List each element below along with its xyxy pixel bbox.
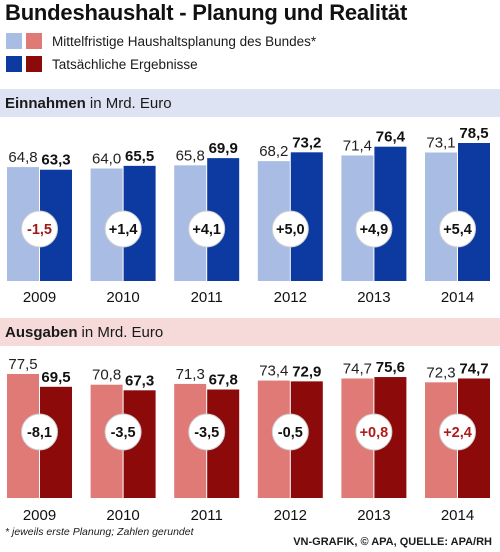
- difference-label-2012: -0,5: [278, 425, 303, 441]
- expense-heading-unit: in Mrd. Euro: [81, 323, 164, 341]
- value-label-plan-2011: 71,3: [176, 366, 205, 383]
- value-label-plan-2010: 70,8: [92, 367, 121, 384]
- difference-badge-2010: [104, 210, 142, 248]
- year-label-2014: 2014: [441, 507, 474, 524]
- difference-badge-2011: [188, 413, 226, 451]
- difference-label-2012: +5,0: [276, 222, 305, 238]
- difference-label-2013: +0,8: [360, 425, 389, 441]
- difference-label-2014: +2,4: [443, 425, 472, 441]
- difference-label-2010: +1,4: [109, 222, 138, 238]
- legend-swatch-actual-income: [6, 56, 22, 72]
- year-label-2012: 2012: [274, 289, 307, 306]
- difference-badge-2009: [21, 413, 58, 451]
- value-label-actual-2014: 78,5: [459, 125, 488, 142]
- expense-heading-bold: Ausgaben: [5, 323, 78, 341]
- value-label-actual-2012: 72,9: [292, 363, 321, 380]
- year-label-2010: 2010: [106, 507, 139, 524]
- year-label-2014: 2014: [441, 289, 474, 306]
- value-label-actual-2013: 76,4: [376, 129, 406, 146]
- year-label-2012: 2012: [274, 507, 307, 524]
- value-label-actual-2013: 75,6: [376, 359, 405, 376]
- legend-label-plan: Mittelfristige Haushaltsplanung des Bund…: [52, 33, 317, 49]
- year-label-2010: 2010: [106, 289, 139, 306]
- value-label-plan-2010: 64,0: [92, 150, 121, 167]
- value-label-actual-2014: 74,7: [459, 360, 488, 377]
- value-label-plan-2013: 74,7: [343, 360, 372, 377]
- legend-swatch-actual-expense: [26, 56, 42, 72]
- difference-badge-2014: [439, 413, 476, 451]
- expense-chart: 77,569,5 -8,1 2009 70,8 67,3 -3,5 2010 71,3 67,8…: [7, 356, 490, 524]
- difference-label-2011: -3,5: [194, 425, 219, 441]
- year-label-2009: 2009: [23, 289, 56, 306]
- expense-section-header: Ausgaben in Mrd. Euro: [0, 318, 500, 346]
- difference-label-2009: -1,5: [27, 222, 52, 238]
- income-heading-unit: in Mrd. Euro: [89, 94, 172, 112]
- difference-label-2014: +5,4: [443, 222, 472, 238]
- difference-badge-2009: [21, 210, 58, 248]
- legend-item-actual: Tatsächliche Ergebnisse: [6, 55, 198, 73]
- income-section-header: Einnahmen in Mrd. Euro: [0, 89, 500, 117]
- difference-badge-2013: [355, 210, 393, 248]
- value-label-plan-2013: 71,4: [343, 137, 372, 154]
- value-label-actual-2010: 67,3: [125, 372, 154, 389]
- legend-label-actual: Tatsächliche Ergebnisse: [52, 56, 198, 72]
- difference-label-2010: -3,5: [111, 425, 136, 441]
- difference-label-2013: +4,9: [360, 222, 389, 238]
- difference-badge-2012: [271, 210, 309, 248]
- year-label-2011: 2011: [191, 289, 223, 306]
- value-label-actual-2010: 65,5: [125, 148, 154, 165]
- difference-label-2011: +4,1: [192, 222, 221, 238]
- source-credit: VN-GRAFIK, © APA, QUELLE: APA/RH: [293, 536, 492, 548]
- value-label-actual-2011: 69,9: [209, 140, 238, 157]
- value-label-actual-2009: 69,5: [41, 369, 70, 386]
- difference-badge-2012: [271, 413, 309, 451]
- difference-badge-2013: [355, 413, 393, 451]
- value-label-plan-2011: 65,8: [176, 147, 205, 164]
- difference-badge-2010: [104, 413, 142, 451]
- value-label-actual-2011: 67,8: [209, 372, 238, 389]
- value-label-actual-2009: 63,3: [41, 152, 70, 169]
- chart-title: Bundeshaushalt - Planung und Realität: [5, 0, 408, 25]
- difference-label-2009: -8,1: [27, 425, 52, 441]
- value-label-plan-2012: 73,4: [259, 363, 288, 380]
- footnote: * jeweils erste Planung; Zahlen gerundet: [5, 526, 194, 538]
- value-label-plan-2009: 77,5: [8, 356, 37, 373]
- year-label-2011: 2011: [191, 507, 223, 524]
- value-label-plan-2014: 73,1: [426, 134, 455, 151]
- income-heading-bold: Einnahmen: [5, 94, 86, 112]
- difference-badge-2011: [188, 210, 226, 248]
- year-label-2013: 2013: [357, 507, 390, 524]
- difference-badge-2014: [439, 210, 476, 248]
- income-chart: 64,8 63,3 -1,5 2009 64,0 65,5 +1,4 2010 65,8 69,9…: [7, 125, 490, 306]
- value-label-plan-2009: 64,8: [8, 149, 37, 166]
- value-label-plan-2012: 68,2: [259, 143, 288, 160]
- year-label-2009: 2009: [23, 507, 56, 524]
- legend-swatch-plan-income: [6, 33, 22, 49]
- value-label-plan-2014: 72,3: [426, 364, 455, 381]
- value-label-actual-2012: 73,2: [292, 134, 321, 151]
- legend-item-plan: Mittelfristige Haushaltsplanung des Bund…: [6, 32, 316, 50]
- legend-swatch-plan-expense: [26, 33, 42, 49]
- year-label-2013: 2013: [357, 289, 390, 306]
